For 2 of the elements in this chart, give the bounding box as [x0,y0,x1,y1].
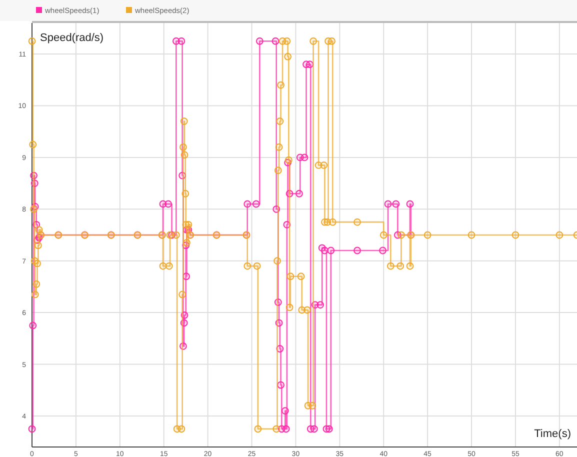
y-axis-title: Speed(rad/s) [40,32,104,44]
x-axis-title: Time(s) [534,428,571,440]
